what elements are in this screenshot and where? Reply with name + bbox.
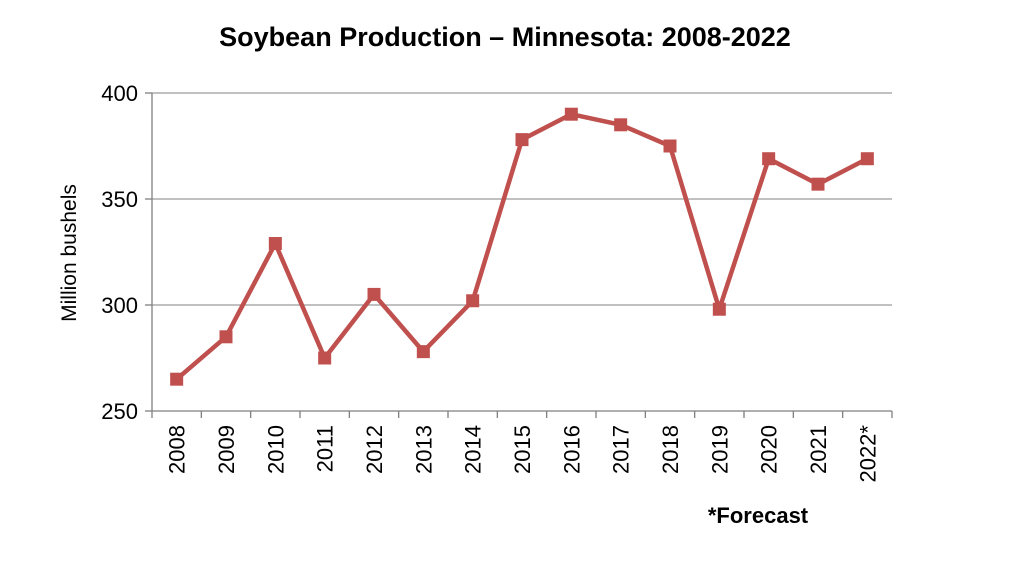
data-point-2021 xyxy=(811,177,825,191)
x-tick-label: 2015 xyxy=(510,425,535,474)
data-point-2008 xyxy=(170,372,184,386)
data-point-2014 xyxy=(466,294,480,308)
x-tick-label: 2022* xyxy=(855,425,880,483)
data-point-2010 xyxy=(268,237,282,251)
y-tick-label: 300 xyxy=(101,293,138,318)
x-tick-label: 2013 xyxy=(411,425,436,474)
gridlines xyxy=(152,92,892,306)
data-point-2012 xyxy=(367,287,381,301)
x-tick-label: 2020 xyxy=(757,425,782,474)
data-point-2009 xyxy=(219,330,233,344)
x-tick-label: 2019 xyxy=(707,425,732,474)
x-axis: 2008 2009 2010 2011 2012 2013 2014 2015 2016 2017… xyxy=(151,410,893,483)
y-axis-label: Million bushels xyxy=(58,184,81,322)
y-tick-label: 400 xyxy=(101,81,138,106)
data-point-2019 xyxy=(712,302,726,316)
x-tick-label: 2021 xyxy=(806,425,831,474)
y-tick-label: 250 xyxy=(101,399,138,424)
x-tick-label: 2018 xyxy=(658,425,683,474)
forecast-note: *Forecast xyxy=(708,503,809,528)
data-point-2011 xyxy=(318,351,332,365)
x-tick-label: 2009 xyxy=(214,425,239,474)
x-tick-label: 2010 xyxy=(263,425,288,474)
x-tick-label: 2016 xyxy=(559,425,584,474)
chart-title: Soybean Production – Minnesota: 2008-202… xyxy=(219,22,791,52)
x-tick-label: 2008 xyxy=(165,425,190,474)
data-point-2013 xyxy=(416,345,430,359)
data-point-2018 xyxy=(663,139,677,153)
data-point-2016 xyxy=(564,107,578,121)
y-tick-label: 350 xyxy=(101,187,138,212)
data-point-2017 xyxy=(614,118,628,132)
x-tick-label: 2014 xyxy=(461,425,486,474)
data-point-2015 xyxy=(515,133,529,147)
y-ticks: 250 300 350 400 xyxy=(101,81,153,424)
series-group xyxy=(170,107,874,386)
x-tick-label: 2011 xyxy=(313,425,338,472)
x-tick-label: 2012 xyxy=(362,425,387,474)
data-point-2022 xyxy=(860,152,874,166)
x-tick-label: 2017 xyxy=(609,425,634,474)
data-point-2020 xyxy=(762,152,776,166)
